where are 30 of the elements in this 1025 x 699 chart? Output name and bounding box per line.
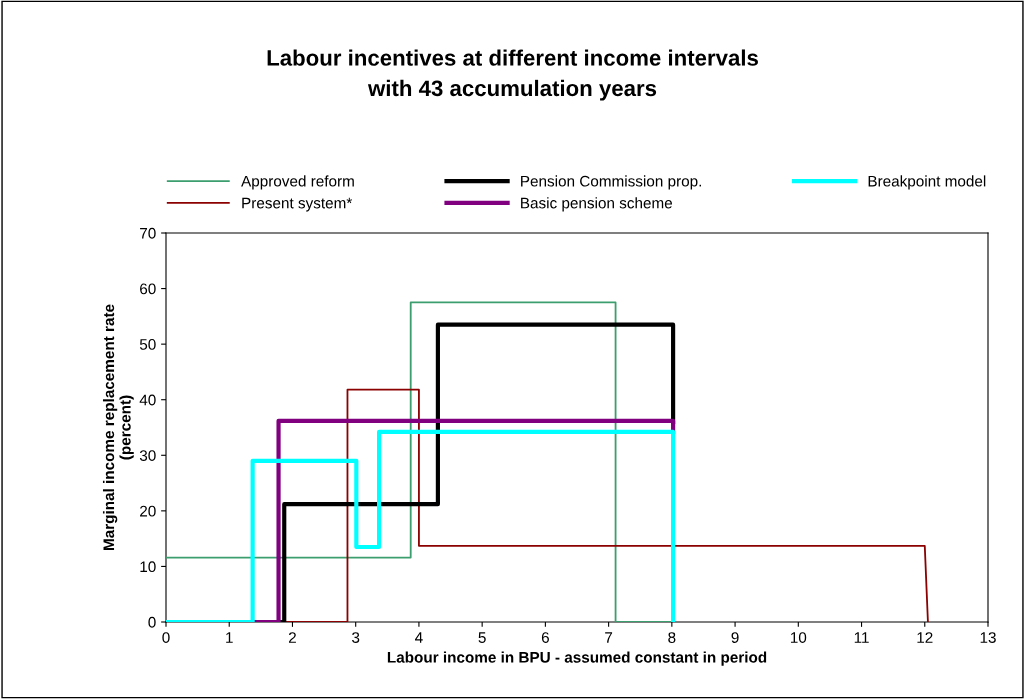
legend-label: Pension Commission prop. xyxy=(521,175,701,190)
x-tick-label: 9 xyxy=(731,632,739,643)
legend-label: Approved reform xyxy=(241,175,354,190)
legend-label: Present system* xyxy=(242,197,353,212)
y-axis-title: Marginal income replacement rate (percent) xyxy=(102,304,134,551)
x-tick-label: 3 xyxy=(352,632,360,643)
x-tick-label: 1 xyxy=(226,632,233,643)
x-tick-label: 7 xyxy=(605,632,613,643)
x-tick-label: 13 xyxy=(980,632,996,643)
legend-label: Basic pension scheme xyxy=(521,197,673,212)
y-tick-label: 0 xyxy=(148,616,156,628)
y-tick-label: 40 xyxy=(139,394,156,406)
x-tick-label: 2 xyxy=(288,632,296,643)
chart-title: Labour incentives at different income intervals with 43 accumulation years xyxy=(267,49,758,101)
y-tick-label: 60 xyxy=(140,283,156,295)
y-tick-label: 20 xyxy=(140,505,156,517)
y-tick-label: 70 xyxy=(140,227,156,239)
legend-label: Breakpoint model xyxy=(868,175,986,190)
x-tick-label: 8 xyxy=(668,632,676,643)
y-tick-label: 10 xyxy=(140,561,156,573)
x-tick-label: 4 xyxy=(415,632,423,643)
x-tick-label: 12 xyxy=(917,632,933,643)
x-tick-label: 0 xyxy=(162,632,170,643)
x-tick-label: 5 xyxy=(478,632,486,643)
x-tick-label: 11 xyxy=(854,632,869,643)
x-axis-title: Labour income in BPU - assumed constant in period xyxy=(387,651,767,666)
y-tick-label: 50 xyxy=(139,339,156,350)
y-tick-label: 30 xyxy=(139,450,156,461)
x-tick-label: 10 xyxy=(790,632,807,643)
x-tick-label: 6 xyxy=(541,632,549,643)
